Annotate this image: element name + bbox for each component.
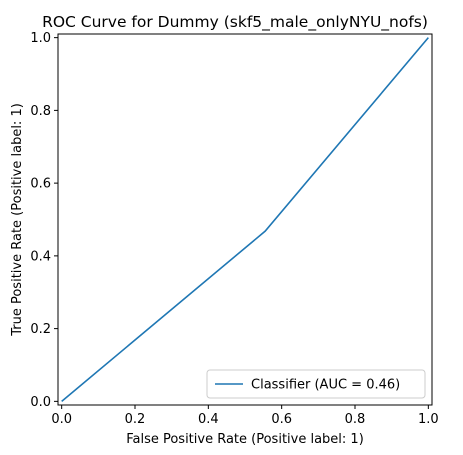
x-tick-label: 0.0 xyxy=(51,412,72,427)
y-tick-label: 0.8 xyxy=(30,104,51,119)
x-axis-label: False Positive Rate (Positive label: 1) xyxy=(126,432,364,447)
x-tick-label: 0.4 xyxy=(198,412,219,427)
y-tick-label: 0.0 xyxy=(30,395,51,410)
legend: Classifier (AUC = 0.46) xyxy=(206,369,426,399)
x-axis-ticks: 0.0 0.2 0.4 0.6 0.8 1.0 xyxy=(51,405,439,427)
x-tick-label: 1.0 xyxy=(418,412,439,427)
y-tick-label: 0.2 xyxy=(30,322,51,337)
x-tick-label: 0.8 xyxy=(345,412,366,427)
y-tick-label: 0.4 xyxy=(30,249,51,264)
axes-frame xyxy=(57,33,433,406)
y-axis-label: True Positive Rate (Positive label: 1) xyxy=(10,103,25,337)
legend-box xyxy=(206,369,426,399)
y-tick-label: 1.0 xyxy=(30,31,51,46)
legend-label-classifier: Classifier (AUC = 0.46) xyxy=(251,378,400,393)
x-tick-label: 0.2 xyxy=(125,412,146,427)
chart-title: ROC Curve for Dummy (skf5_male_onlyNYU_n… xyxy=(42,13,428,32)
y-axis-ticks: 0.0 0.2 0.4 0.6 0.8 1.0 xyxy=(30,31,58,410)
plot-area xyxy=(57,33,433,406)
y-tick-label: 0.6 xyxy=(30,177,51,192)
x-tick-label: 0.6 xyxy=(271,412,292,427)
series-line-classifier xyxy=(61,37,429,402)
series-group xyxy=(61,37,429,402)
